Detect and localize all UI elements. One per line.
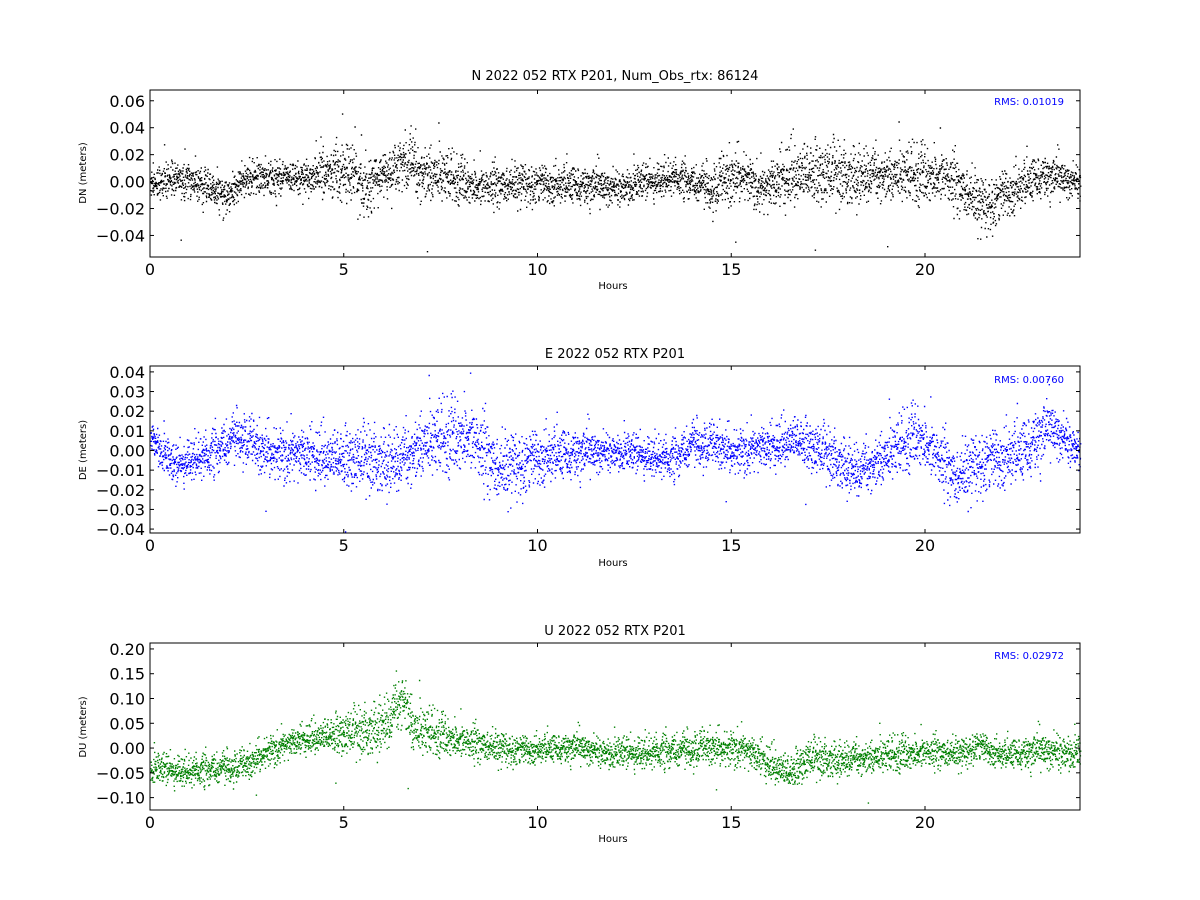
panel-east: E 2022 052 RTX P201 0 5 10 15 20 −0.04−0.03−… — [78, 347, 1082, 569]
x-tick-label: 20 — [915, 813, 935, 832]
y-tick-label: 0.01 — [109, 422, 145, 441]
x-tick-label: 20 — [915, 260, 935, 279]
x-tick-label: 10 — [527, 260, 547, 279]
y-tick-label: 0.06 — [109, 92, 145, 111]
y-tick-label: 0.20 — [109, 640, 145, 659]
data-points — [150, 113, 1082, 253]
plot-frame — [149, 89, 1081, 258]
rms-annotation: RMS: 0.02972 — [994, 651, 1064, 662]
panel-north: N 2022 052 RTX P201, Num_Obs_rtx: 86124 … — [78, 69, 1082, 292]
data-points — [150, 372, 1082, 533]
x-tick-label: 20 — [915, 536, 935, 555]
y-ticks: −0.04−0.03−0.02−0.010.000.010.020.030.04 — [96, 363, 1080, 539]
y-axis-label: DE (meters) — [78, 420, 89, 480]
y-tick-label: 0.10 — [109, 690, 145, 709]
chart-title: U 2022 052 RTX P201 — [544, 624, 686, 639]
x-tick-label: 5 — [339, 536, 349, 555]
chart-title: E 2022 052 RTX P201 — [545, 347, 685, 362]
chart-title: N 2022 052 RTX P201, Num_Obs_rtx: 86124 — [472, 69, 759, 84]
y-ticks: −0.04 −0.02 0.00 0.02 0.04 0.06 — [96, 92, 1080, 245]
y-tick-label: −0.01 — [96, 461, 145, 480]
y-tick-label: 0.00 — [109, 441, 145, 460]
y-tick-label: −0.02 — [96, 481, 145, 500]
x-tick-label: 10 — [527, 813, 547, 832]
y-tick-label: −0.03 — [96, 500, 145, 519]
y-tick-label: 0.03 — [109, 383, 145, 402]
y-tick-label: 0.04 — [109, 363, 145, 382]
x-tick-label: 15 — [721, 260, 741, 279]
y-tick-label: −0.04 — [96, 520, 145, 539]
y-ticks: −0.10 −0.05 0.00 0.05 0.10 0.15 0.20 — [96, 640, 1080, 808]
y-tick-label: −0.10 — [96, 789, 145, 808]
scatter-markers — [150, 372, 1082, 533]
y-tick-label: 0.00 — [109, 739, 145, 758]
scatter-markers — [150, 113, 1082, 253]
rms-annotation: RMS: 0.00760 — [994, 375, 1064, 386]
x-axis-label: Hours — [598, 834, 627, 845]
plot-frame — [149, 642, 1081, 811]
plot-frame — [149, 365, 1081, 534]
y-tick-label: 0.02 — [109, 402, 145, 421]
x-ticks: 0 5 10 15 20 — [145, 90, 935, 279]
x-tick-label: 15 — [721, 536, 741, 555]
x-ticks: 0 5 10 15 20 — [145, 366, 935, 555]
rms-annotation: RMS: 0.01019 — [994, 97, 1064, 108]
data-points — [150, 670, 1082, 804]
panel-up: U 2022 052 RTX P201 0 5 10 15 20 −0.10−0.050… — [78, 624, 1082, 845]
y-tick-label: −0.04 — [96, 226, 145, 245]
x-tick-label: 0 — [145, 260, 155, 279]
y-axis-label: DU (meters) — [78, 696, 89, 757]
x-tick-label: 10 — [527, 536, 547, 555]
x-tick-label: 15 — [721, 813, 741, 832]
x-axis-label: Hours — [598, 281, 627, 292]
x-axis-label: Hours — [598, 558, 627, 569]
x-ticks: 0 5 10 15 20 — [145, 643, 935, 832]
y-tick-label: −0.02 — [96, 200, 145, 219]
scatter-markers — [150, 670, 1082, 804]
x-tick-label: 0 — [145, 813, 155, 832]
y-tick-label: 0.15 — [109, 665, 145, 684]
y-axis-label: DN (meters) — [78, 142, 89, 204]
y-tick-label: −0.05 — [96, 764, 145, 783]
y-tick-label: 0.04 — [109, 119, 145, 138]
y-tick-label: 0.05 — [109, 714, 145, 733]
x-tick-label: 0 — [145, 536, 155, 555]
x-tick-label: 5 — [339, 813, 349, 832]
y-tick-label: 0.00 — [109, 173, 145, 192]
x-tick-label: 5 — [339, 260, 349, 279]
y-tick-label: 0.02 — [109, 146, 145, 165]
